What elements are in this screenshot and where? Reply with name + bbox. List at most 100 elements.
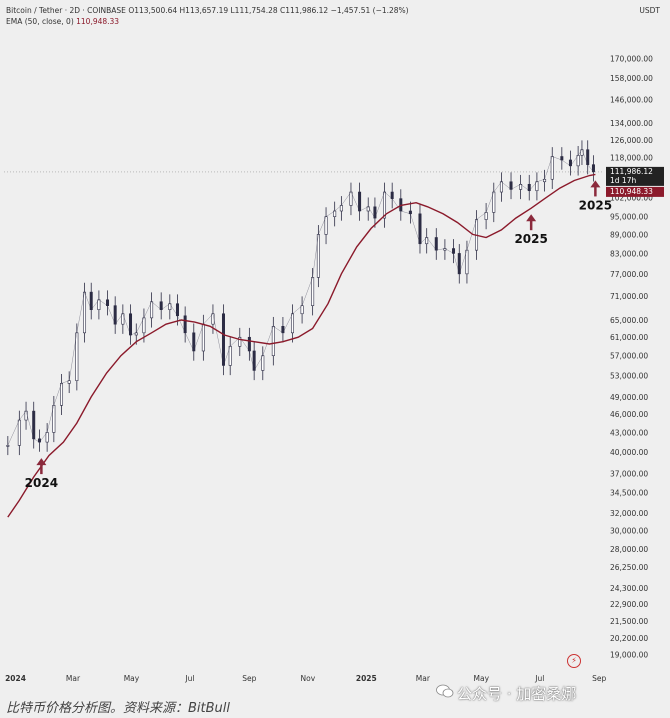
- x-tick-label: Jul: [534, 674, 544, 683]
- y-tick-label: 126,000.00: [610, 136, 653, 145]
- price-candle: [492, 191, 496, 213]
- candle-countdown: 1d 17h: [610, 176, 636, 185]
- x-tick-label: May: [474, 674, 490, 683]
- y-tick-label: 57,000.00: [610, 352, 648, 361]
- price-candle: [499, 181, 503, 193]
- ema-indicator-value: 110,948.33: [76, 17, 120, 26]
- y-tick-label: 37,000.00: [610, 469, 648, 478]
- y-tick-label: 77,000.00: [610, 270, 648, 279]
- annotation-label: 2024: [25, 476, 58, 490]
- y-tick-label: 65,000.00: [610, 316, 648, 325]
- x-tick-label: Sep: [242, 674, 256, 683]
- ema-header: EMA (50, close, 0) 110,948.33: [6, 17, 119, 26]
- symbol-label: Bitcoin / Tether · 2D · COINBASE: [6, 6, 126, 15]
- y-axis[interactable]: 19,000.00 20,200.00 21,500.00 22,900.00 24,3…: [610, 54, 653, 659]
- annotation-label: 2025: [514, 232, 547, 246]
- y-tick-label: 118,000.00: [610, 154, 653, 163]
- price-candle: [113, 305, 117, 325]
- y-tick-label: 134,000.00: [610, 119, 653, 128]
- price-candle: [247, 336, 251, 352]
- y-tick-label: 26,250.00: [610, 563, 648, 572]
- y-tick-label: 71,000.00: [610, 292, 648, 301]
- price-candle: [261, 355, 265, 371]
- price-candle: [418, 213, 422, 245]
- y-tick-label: 102,000.00: [610, 193, 653, 202]
- y-tick-label: 24,300.00: [610, 584, 648, 593]
- price-candle: [358, 191, 362, 212]
- x-axis[interactable]: 2024 Mar May Jul Sep Nov 2025 Mar May Jul Sep: [5, 674, 606, 683]
- y-tick-label: 170,000.00: [610, 54, 653, 63]
- y-tick-label: 53,000.00: [610, 372, 648, 381]
- price-candle: [311, 277, 315, 306]
- price-candle: [121, 313, 125, 325]
- x-tick-label: Sep: [592, 674, 606, 683]
- price-candle: [150, 301, 154, 319]
- ohlc-values: O113,500.64 H113,657.19 L111,754.28 C111…: [128, 6, 409, 15]
- y-tick-label: 22,900.00: [610, 600, 648, 609]
- y-tick-label: 34,500.00: [610, 488, 648, 497]
- price-series: [6, 140, 595, 456]
- price-candle: [509, 181, 513, 190]
- price-candle: [83, 291, 87, 334]
- annotation-arrow-head: [526, 214, 537, 222]
- currency-label: USDT: [639, 6, 660, 15]
- y-tick-label: 61,000.00: [610, 333, 648, 342]
- price-candle: [159, 301, 163, 310]
- y-tick-label: 95,000.00: [610, 213, 648, 222]
- annotation-arrow-head: [36, 458, 47, 466]
- price-candle: [290, 313, 294, 334]
- price-candle: [142, 317, 146, 334]
- y-tick-label: 19,000.00: [610, 651, 648, 660]
- y-tick-label: 158,000.00: [610, 74, 653, 83]
- tradingview-logo-icon: ⚡: [567, 654, 581, 668]
- ema-line: [7, 173, 596, 518]
- x-tick-label: Mar: [416, 674, 431, 683]
- ema-value-badge: [606, 186, 664, 197]
- price-candle: [106, 299, 110, 306]
- price-candle: [300, 305, 304, 315]
- last-price-badge: [606, 166, 664, 186]
- annotations: 2024 2025 2025: [25, 180, 612, 490]
- x-tick-label: 2024: [5, 674, 26, 683]
- y-tick-label: 89,000.00: [610, 230, 648, 239]
- y-tick-label: 28,000.00: [610, 545, 648, 554]
- price-candle: [281, 326, 285, 334]
- y-tick-label: 32,000.00: [610, 509, 648, 518]
- price-candle: [465, 249, 469, 275]
- y-tick-label: 83,000.00: [610, 249, 648, 258]
- annotation-arrow-head: [590, 180, 601, 188]
- watermark-text: 公众号 · 加密桑娜: [457, 685, 577, 703]
- y-tick-label: 30,000.00: [610, 526, 648, 535]
- y-tick-label: 20,200.00: [610, 634, 648, 643]
- price-candle: [32, 410, 36, 440]
- price-candle: [129, 313, 133, 336]
- last-price-value: 111,986.12: [610, 167, 653, 176]
- price-candle: [550, 156, 554, 180]
- x-tick-label: 2025: [356, 674, 377, 683]
- y-tick-label: 40,000.00: [610, 448, 648, 457]
- x-tick-label: Nov: [301, 674, 316, 683]
- annotation-label: 2025: [579, 198, 612, 212]
- y-tick-label: 21,500.00: [610, 617, 648, 626]
- price-candle: [434, 237, 438, 251]
- price-candle: [45, 432, 49, 443]
- ema-series: [7, 173, 596, 518]
- price-candle: [60, 383, 64, 406]
- price-candle: [221, 313, 225, 366]
- y-tick-label: 43,000.00: [610, 428, 648, 437]
- price-candle: [580, 149, 584, 156]
- x-tick-label: Jul: [184, 674, 194, 683]
- chart-symbol-header: Bitcoin / Tether · 2D · COINBASE O113,50…: [6, 6, 409, 15]
- price-candle: [201, 323, 205, 352]
- wechat-icon: [436, 684, 454, 698]
- price-candle: [6, 445, 10, 447]
- x-tick-label: Mar: [66, 674, 81, 683]
- ema-badge-value: 110,948.33: [610, 187, 653, 196]
- price-candle: [324, 216, 328, 235]
- y-tick-label: 146,000.00: [610, 96, 653, 105]
- price-candle: [17, 419, 21, 446]
- ema-indicator-label: EMA (50, close, 0): [6, 17, 74, 26]
